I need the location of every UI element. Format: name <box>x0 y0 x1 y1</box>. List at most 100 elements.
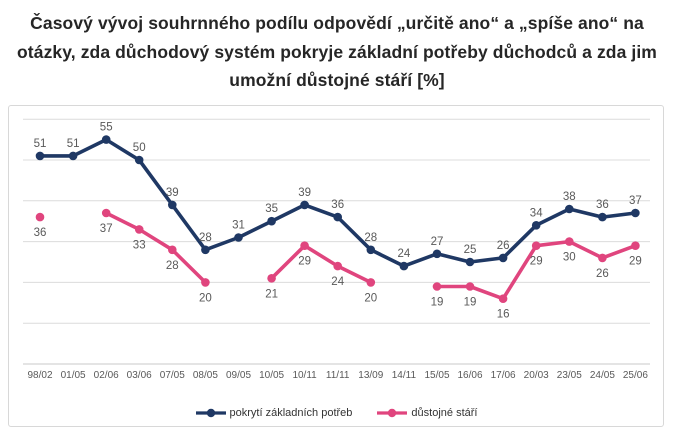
data-point-series-1 <box>366 245 376 255</box>
x-axis-label: 02/06 <box>94 370 119 381</box>
x-axis-label: 25/06 <box>623 370 648 381</box>
data-point-series-1 <box>134 155 144 165</box>
legend-item-2: důstojné stáří <box>376 407 477 419</box>
data-label: 39 <box>166 187 179 199</box>
chart-title-line-3: umožní důstojné stáří [%] <box>229 70 445 90</box>
legend-dot <box>388 408 397 418</box>
data-label: 26 <box>497 240 510 252</box>
data-point-series-1 <box>101 135 111 144</box>
data-point-series-2 <box>531 241 541 250</box>
data-point-series-2 <box>35 212 45 222</box>
legend-marker-icon <box>377 408 408 418</box>
legend-item-1: pokrytí základních potřeb <box>195 407 353 419</box>
data-label: 20 <box>199 292 212 304</box>
legend-label: pokrytí základních potřeb <box>229 407 353 419</box>
data-label: 28 <box>166 260 179 272</box>
x-axis-label: 03/06 <box>127 370 152 381</box>
x-axis-label: 15/05 <box>424 370 449 381</box>
data-point-series-2 <box>598 253 607 263</box>
data-point-series-2 <box>300 241 309 250</box>
data-label: 19 <box>431 297 444 309</box>
data-label: 33 <box>133 239 146 251</box>
x-axis-label: 16/06 <box>457 370 482 381</box>
data-label: 26 <box>596 268 609 280</box>
data-label: 51 <box>67 138 80 150</box>
chart-title-line-2: otázky, zda důchodový systém pokryje zák… <box>17 41 657 62</box>
x-axis-label: 01/05 <box>61 370 86 381</box>
data-label: 34 <box>530 207 543 219</box>
data-label: 30 <box>563 252 576 264</box>
data-label: 36 <box>331 199 344 211</box>
data-label: 24 <box>331 276 344 288</box>
data-label: 36 <box>596 199 609 211</box>
series-line-2 <box>104 211 208 285</box>
data-point-series-2 <box>101 208 111 218</box>
x-axis-label: 09/05 <box>226 370 251 381</box>
data-point-series-1 <box>168 200 177 210</box>
data-label: 28 <box>364 232 377 244</box>
data-label: 37 <box>100 223 113 235</box>
data-point-series-1 <box>531 221 541 230</box>
data-point-series-1 <box>201 245 210 255</box>
data-label: 16 <box>497 309 510 321</box>
chart-title-line-1: Časový vývoj souhrnného podílu odpovědí … <box>30 13 644 33</box>
legend-marker-icon <box>195 408 226 418</box>
x-axis-label: 07/05 <box>160 370 185 381</box>
data-point-series-1 <box>35 151 45 161</box>
data-point-series-1 <box>68 151 78 161</box>
data-point-series-1 <box>399 261 409 271</box>
legend-label: důstojné stáří <box>411 407 478 419</box>
data-point-series-2 <box>366 278 376 287</box>
data-label: 35 <box>265 203 278 215</box>
data-point-series-1 <box>565 204 574 214</box>
data-point-series-1 <box>333 212 343 222</box>
legend-dot <box>206 408 215 418</box>
data-point-series-1 <box>598 212 607 222</box>
data-point-series-1 <box>267 216 276 226</box>
x-axis-label: 10/11 <box>292 370 317 381</box>
data-point-series-2 <box>565 237 574 246</box>
x-axis-label: 20/03 <box>524 370 549 381</box>
data-point-series-2 <box>267 274 276 283</box>
data-label: 25 <box>464 244 477 256</box>
data-label: 27 <box>431 236 444 248</box>
data-label: 50 <box>133 142 146 154</box>
series-line-2 <box>269 243 373 285</box>
x-axis-label: 08/05 <box>193 370 218 381</box>
data-label: 31 <box>232 220 245 232</box>
data-label: 19 <box>464 297 477 309</box>
data-label: 51 <box>34 138 47 150</box>
x-axis-label: 23/05 <box>557 370 582 381</box>
data-label: 21 <box>265 288 278 300</box>
x-axis-label: 14/11 <box>392 370 417 381</box>
data-label: 38 <box>563 191 576 203</box>
data-point-series-1 <box>234 233 243 242</box>
data-label: 55 <box>100 122 113 134</box>
data-point-series-2 <box>498 294 508 303</box>
data-label: 28 <box>199 232 212 244</box>
data-label: 37 <box>629 195 642 207</box>
data-point-series-1 <box>631 208 640 218</box>
x-axis-label: 98/02 <box>27 370 52 381</box>
data-point-series-2 <box>333 261 343 271</box>
x-axis-label: 11/11 <box>326 370 350 381</box>
x-axis-label: 10/05 <box>259 370 284 381</box>
data-point-series-2 <box>134 225 144 234</box>
data-point-series-1 <box>300 200 309 210</box>
data-label: 39 <box>298 187 311 199</box>
data-point-series-2 <box>465 282 475 291</box>
data-point-series-2 <box>201 278 210 287</box>
chart-legend: pokrytí základních potřeb důstojné stáří <box>9 407 663 419</box>
data-label: 24 <box>398 248 411 260</box>
data-point-series-2 <box>168 245 177 255</box>
data-point-series-1 <box>498 253 508 263</box>
data-point-series-1 <box>465 257 475 267</box>
x-axis-label: 17/06 <box>491 370 516 381</box>
data-label: 29 <box>530 256 543 268</box>
data-point-series-2 <box>631 241 640 250</box>
data-point-series-2 <box>432 282 442 291</box>
data-label: 20 <box>364 292 377 304</box>
chart-card: 51 51 55 50 39 28 31 35 39 36 28 24 27 25 26 34 38 36 37 36… <box>8 105 664 427</box>
chart-title: Časový vývoj souhrnného podílu odpovědí … <box>14 9 660 95</box>
